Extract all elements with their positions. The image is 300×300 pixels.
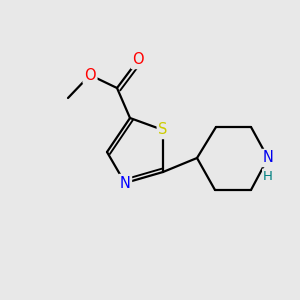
Text: N: N	[120, 176, 130, 190]
Text: S: S	[158, 122, 168, 137]
Text: N: N	[262, 151, 273, 166]
Text: H: H	[263, 169, 273, 182]
Text: O: O	[132, 52, 144, 68]
Text: O: O	[84, 68, 96, 82]
